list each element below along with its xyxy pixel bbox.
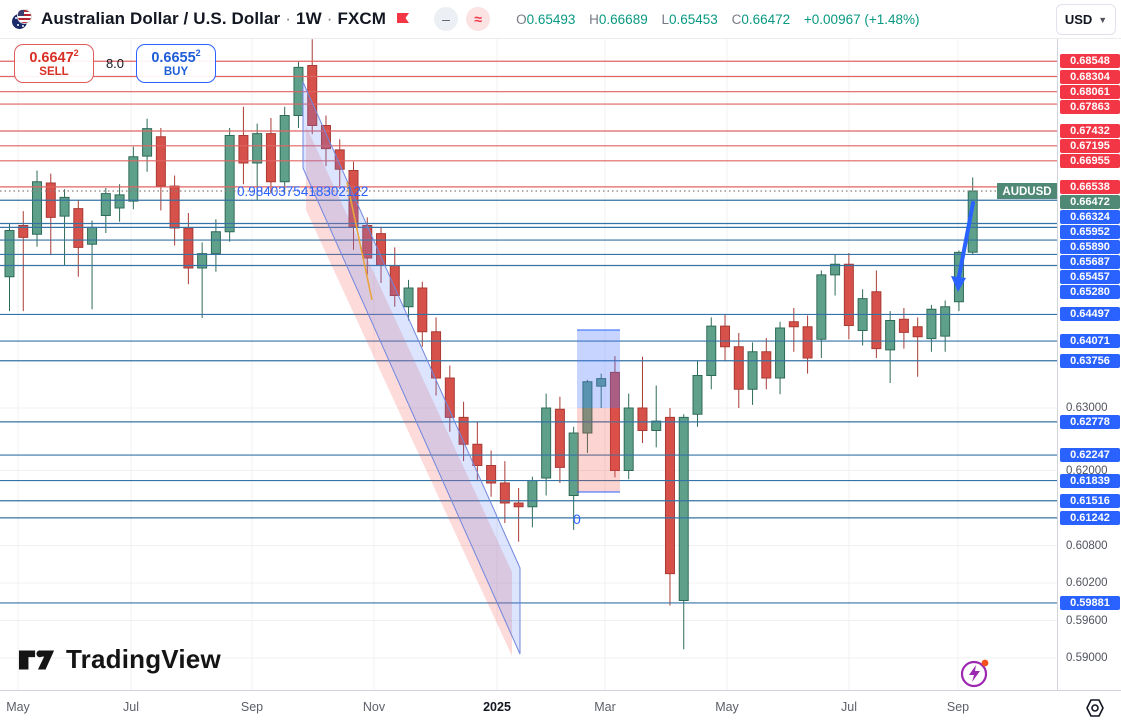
tradingview-logo-text: TradingView bbox=[66, 644, 221, 674]
time-label: Sep bbox=[946, 700, 970, 714]
time-label: Jul bbox=[841, 700, 857, 714]
price-level-label: 0.68548 bbox=[1060, 54, 1120, 69]
price-level-label: 0.66955 bbox=[1060, 154, 1120, 168]
price-level-label: 0.62247 bbox=[1060, 448, 1120, 463]
price-level-label: 0.65952 bbox=[1060, 224, 1120, 239]
candlestick-chart: 0.9840375418302122 0 AUDUSD bbox=[0, 38, 1057, 690]
price-level-label: 0.61516 bbox=[1060, 493, 1120, 508]
buy-price: 0.6655 bbox=[151, 49, 196, 66]
price-level-label: 0.61242 bbox=[1060, 510, 1120, 525]
price-level-label: 0.65687 bbox=[1060, 254, 1120, 269]
price-level-label: 0.64071 bbox=[1060, 334, 1120, 349]
price-level-label: 0.68061 bbox=[1060, 84, 1120, 99]
svg-text:AUDUSD: AUDUSD bbox=[1002, 186, 1051, 198]
price-level-label: 0.63756 bbox=[1060, 353, 1120, 368]
time-label: Nov bbox=[362, 700, 386, 714]
time-label: May bbox=[715, 700, 739, 714]
time-label: Mar bbox=[594, 700, 616, 714]
time-label: Sep bbox=[240, 700, 264, 714]
price-level-label: 0.62778 bbox=[1060, 414, 1120, 429]
price-level-label: 0.66324 bbox=[1060, 209, 1120, 224]
projection-box-drawing[interactable] bbox=[577, 329, 620, 493]
buy-price-pip: 2 bbox=[195, 47, 201, 58]
current-price-label: 0.66472 bbox=[1060, 194, 1120, 209]
price-level-label: 0.61839 bbox=[1060, 473, 1120, 488]
symbol-price-tag: AUDUSD bbox=[997, 183, 1057, 199]
fib-trend-line[interactable] bbox=[346, 181, 373, 301]
sell-price-pip: 2 bbox=[73, 47, 79, 58]
buy-label: BUY bbox=[163, 65, 189, 78]
assistant-lightning-icon[interactable] bbox=[958, 656, 992, 690]
spread-value: 8.0 bbox=[105, 56, 125, 71]
price-level-label: 0.68304 bbox=[1060, 69, 1120, 84]
arrow-drawing[interactable] bbox=[951, 201, 975, 292]
price-tick-label: 0.59600 bbox=[1066, 614, 1108, 627]
price-tick-label: 0.60200 bbox=[1066, 577, 1108, 589]
price-tick-label: 0.62000 bbox=[1066, 464, 1108, 477]
title-separator: · bbox=[285, 9, 292, 28]
time-axis[interactable]: May Jul Sep Nov 2025 Mar May Jul Sep bbox=[0, 690, 1121, 724]
price-tick-label: 0.59000 bbox=[1066, 652, 1108, 664]
title-separator: · bbox=[326, 9, 333, 28]
flag-symbol-icon[interactable] bbox=[396, 12, 410, 26]
exchange-label: FXCM bbox=[337, 9, 387, 28]
time-label: May bbox=[6, 700, 30, 714]
tradingview-logo[interactable]: TradingView bbox=[18, 644, 221, 675]
support-lines bbox=[0, 199, 1057, 604]
audusd-pair-flag-icon bbox=[12, 9, 32, 29]
symbol-name: Australian Dollar / U.S. Dollar bbox=[41, 9, 281, 28]
buy-button[interactable]: 0.66552 BUY bbox=[136, 44, 216, 83]
minus-icon: – bbox=[442, 11, 450, 27]
price-level-label: 0.67195 bbox=[1060, 139, 1120, 153]
price-level-label: 0.66538 bbox=[1060, 179, 1120, 194]
price-level-label: 0.67432 bbox=[1060, 124, 1120, 138]
low-value: 0.65453 bbox=[669, 11, 718, 27]
fib-zero-label: 0 bbox=[573, 511, 581, 527]
close-value: 0.66472 bbox=[741, 11, 791, 27]
ohlc-readout: O0.65493 H0.66689 L0.65453 C0.66472 +0.0… bbox=[516, 12, 919, 27]
time-label: Jul bbox=[123, 700, 139, 714]
trade-panel: 0.66472 SELL 8.0 0.66552 BUY bbox=[14, 44, 216, 83]
fib-ratio-label: 0.9840375418302122 bbox=[237, 184, 368, 199]
minimize-toolbar-button[interactable]: – bbox=[434, 7, 459, 31]
close-label: C bbox=[731, 11, 742, 27]
open-value: 0.65493 bbox=[526, 11, 576, 27]
sell-price: 0.6647 bbox=[29, 49, 74, 66]
low-label: L bbox=[661, 11, 669, 27]
open-label: O bbox=[516, 11, 527, 27]
parallel-channel-drawing[interactable] bbox=[302, 81, 521, 656]
change-value: +0.00967 (+1.48%) bbox=[803, 11, 920, 27]
time-label: 2025 bbox=[483, 700, 511, 714]
chevron-down-icon: ▼ bbox=[1098, 14, 1108, 25]
timeframe-label[interactable]: 1W bbox=[296, 9, 322, 28]
approx-icon: ≈ bbox=[474, 11, 482, 27]
price-level-label: 0.64497 bbox=[1060, 307, 1120, 322]
chart-grid bbox=[0, 38, 1057, 690]
price-level-label: 0.65280 bbox=[1060, 284, 1120, 299]
high-label: H bbox=[589, 11, 599, 27]
sell-button[interactable]: 0.66472 SELL bbox=[14, 44, 94, 83]
price-tick-label: 0.63000 bbox=[1066, 402, 1108, 414]
chart-header: Australian Dollar / U.S. Dollar · 1W · FXCM … bbox=[0, 0, 1121, 39]
price-axis[interactable]: 0.63000 0.62000 0.60800 0.60200 0.59600 0.590… bbox=[1057, 38, 1121, 690]
sell-label: SELL bbox=[39, 65, 69, 78]
symbol-title[interactable]: Australian Dollar / U.S. Dollar · 1W · FXCM bbox=[41, 9, 386, 29]
high-value: 0.66689 bbox=[598, 11, 648, 27]
price-level-label: 0.59881 bbox=[1060, 595, 1120, 610]
candles bbox=[4, 39, 978, 650]
price-level-label: 0.65457 bbox=[1060, 269, 1120, 284]
price-level-label: 0.65890 bbox=[1060, 239, 1120, 254]
axis-settings-gear-icon[interactable] bbox=[1084, 697, 1106, 724]
approximate-price-toggle[interactable]: ≈ bbox=[466, 7, 491, 31]
currency-value: USD bbox=[1064, 12, 1093, 27]
tradingview-logo-icon bbox=[18, 649, 55, 669]
price-level-label: 0.67863 bbox=[1060, 99, 1120, 114]
price-tick-label: 0.60800 bbox=[1066, 539, 1108, 552]
chart-pane[interactable]: 0.9840375418302122 0 AUDUSD 0.66472 SELL 8… bbox=[0, 38, 1057, 690]
currency-selector[interactable]: USD ▼ bbox=[1056, 4, 1116, 35]
